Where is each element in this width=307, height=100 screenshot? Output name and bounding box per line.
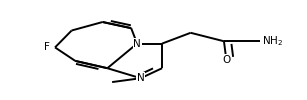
Text: N: N bbox=[133, 39, 141, 49]
Text: NH$_2$: NH$_2$ bbox=[262, 34, 283, 48]
Text: N: N bbox=[137, 73, 145, 83]
Text: O: O bbox=[222, 55, 231, 65]
Text: F: F bbox=[45, 42, 50, 52]
